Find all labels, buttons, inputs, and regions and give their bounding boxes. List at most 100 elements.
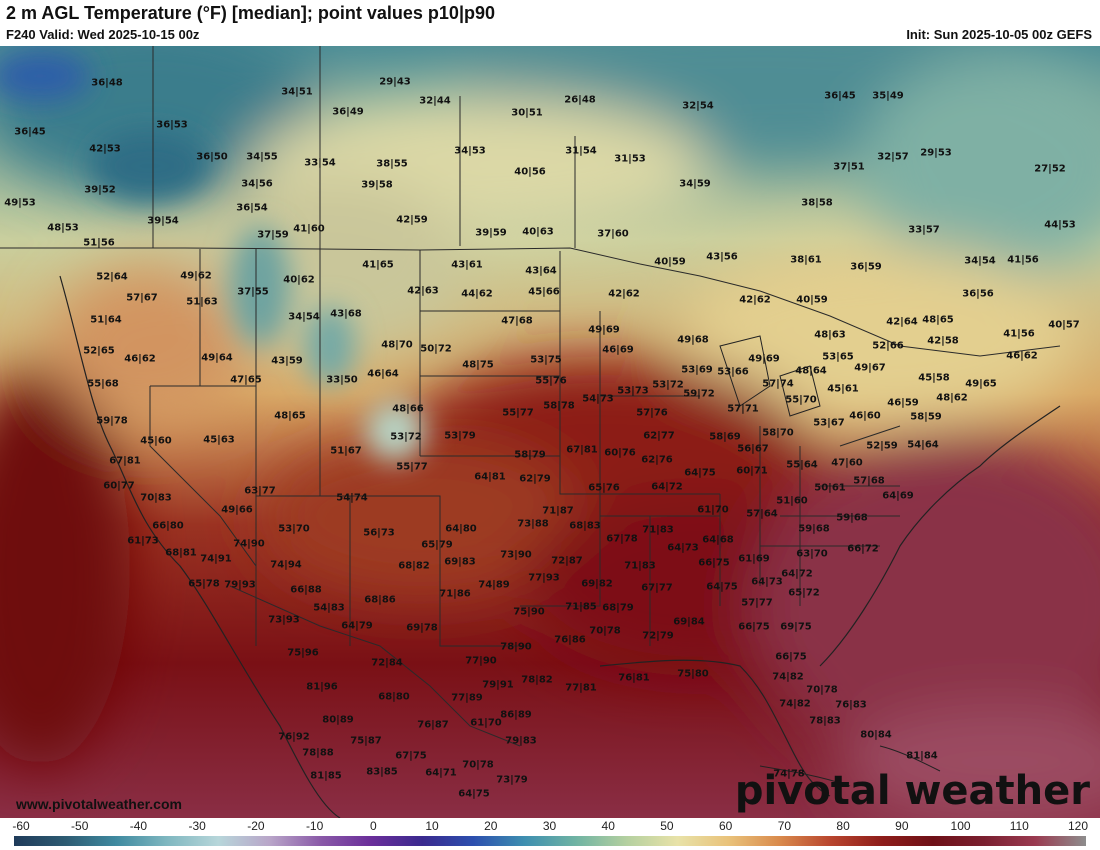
point-value: 61|70 <box>697 504 729 516</box>
point-value: 52|64 <box>96 271 128 283</box>
point-value: 72|87 <box>551 555 583 567</box>
point-value: 62|79 <box>519 473 551 485</box>
point-value: 67|81 <box>109 455 141 467</box>
temperature-map[interactable]: 36|48 29|43 26|48 36|45 35|49 34|51 32|44 30|51… <box>0 46 1100 818</box>
point-value: 72|84 <box>371 657 403 669</box>
point-value: 68|80 <box>378 691 410 703</box>
point-value: 52|65 <box>83 345 115 357</box>
point-value: 47|68 <box>501 315 533 327</box>
point-value: 74|89 <box>478 579 510 591</box>
point-value: 42|64 <box>886 316 918 328</box>
point-value: 53|72 <box>652 379 684 391</box>
point-value: 32|44 <box>419 95 451 107</box>
point-value: 37|55 <box>237 286 269 298</box>
point-value: 61|70 <box>470 717 502 729</box>
point-value: 52|66 <box>872 340 904 352</box>
point-value: 40|63 <box>522 226 554 238</box>
point-value: 46|69 <box>602 344 634 356</box>
point-value: 74|90 <box>233 538 265 550</box>
point-value: 74|94 <box>270 559 302 571</box>
color-bar-tick: -60 <box>12 819 30 833</box>
point-value: 65|79 <box>421 539 453 551</box>
point-value: 41|65 <box>362 259 394 271</box>
point-value: 79|83 <box>505 735 537 747</box>
point-value: 37|51 <box>833 161 865 173</box>
point-value: 60|77 <box>103 480 135 492</box>
point-value: 48|65 <box>274 410 306 422</box>
point-value: 43|56 <box>706 251 738 263</box>
point-value: 71|83 <box>642 524 674 536</box>
point-value: 36|49 <box>332 106 364 118</box>
point-value: 40|59 <box>796 294 828 306</box>
point-value: 66|75 <box>775 651 807 663</box>
point-value: 58|78 <box>543 400 575 412</box>
point-value: 51|56 <box>83 237 115 249</box>
point-value: 34|53 <box>454 145 486 157</box>
point-value: 67|81 <box>566 444 598 456</box>
point-value: 48|75 <box>462 359 494 371</box>
point-value: 49|69 <box>748 353 780 365</box>
point-value: 36|54 <box>236 202 268 214</box>
point-value: 36|50 <box>196 151 228 163</box>
point-value: 67|75 <box>395 750 427 762</box>
point-value: 67|78 <box>606 533 638 545</box>
point-value: 68|79 <box>602 602 634 614</box>
point-value: 86|89 <box>500 709 532 721</box>
map-title: 2 m AGL Temperature (°F) [median]; point… <box>6 3 495 23</box>
point-value: 48|63 <box>814 329 846 341</box>
point-value: 45|63 <box>203 434 235 446</box>
point-value: 64|72 <box>781 568 813 580</box>
point-value: 49|65 <box>965 378 997 390</box>
point-value: 80|89 <box>322 714 354 726</box>
point-value: 34|59 <box>679 178 711 190</box>
point-value: 51|67 <box>330 445 362 457</box>
point-value: 75|80 <box>677 668 709 680</box>
point-value: 54|74 <box>336 492 368 504</box>
point-value: 43|68 <box>330 308 362 320</box>
color-bar-tick: 10 <box>425 819 439 833</box>
point-value: 48|66 <box>392 403 424 415</box>
point-value: 57|64 <box>746 508 778 520</box>
point-value: 76|83 <box>835 699 867 711</box>
point-value: 75|87 <box>350 735 382 747</box>
point-value: 36|59 <box>850 261 882 273</box>
point-value: 44|62 <box>461 288 493 300</box>
point-value: 46|62 <box>1006 350 1038 362</box>
point-value: 33|54 <box>304 157 336 169</box>
point-value: 76|92 <box>278 731 310 743</box>
point-value: 56|73 <box>363 527 395 539</box>
point-value: 61|69 <box>738 553 770 565</box>
point-value: 70|78 <box>806 684 838 696</box>
point-value: 29|53 <box>920 147 952 159</box>
point-value: 34|54 <box>288 311 320 323</box>
point-value: 78|82 <box>521 674 553 686</box>
point-value: 46|60 <box>849 410 881 422</box>
point-value: 70|78 <box>589 625 621 637</box>
point-value: 73|88 <box>517 518 549 530</box>
point-value: 69|78 <box>406 622 438 634</box>
point-value: 42|62 <box>739 294 771 306</box>
point-value: 69|75 <box>780 621 812 633</box>
point-value: 42|59 <box>396 214 428 226</box>
color-bar-ticks: -60 -50 -40 -30 -20 -10 0 10 20 30 40 50 60 70 80 90 100… <box>0 819 1100 833</box>
point-value: 54|64 <box>907 439 939 451</box>
point-value: 53|73 <box>617 385 649 397</box>
color-bar-tick: 0 <box>369 819 377 833</box>
color-bar-tick: 60 <box>718 819 733 833</box>
point-value: 38|61 <box>790 254 822 266</box>
point-value: 65|72 <box>788 587 820 599</box>
point-value: 60|76 <box>604 447 636 459</box>
point-value: 68|82 <box>398 560 430 572</box>
point-value: 43|64 <box>525 265 557 277</box>
point-value: 83|85 <box>366 766 398 778</box>
point-value: 30|51 <box>511 107 543 119</box>
point-value: 41|56 <box>1007 254 1039 266</box>
point-value: 46|62 <box>124 353 156 365</box>
point-value: 57|67 <box>126 292 158 304</box>
point-value: 57|77 <box>741 597 773 609</box>
point-value: 55|77 <box>396 461 428 473</box>
point-value: 46|64 <box>367 368 399 380</box>
point-value: 31|53 <box>614 153 646 165</box>
color-bar-tick: 20 <box>484 819 498 833</box>
point-value: 52|59 <box>866 440 898 452</box>
